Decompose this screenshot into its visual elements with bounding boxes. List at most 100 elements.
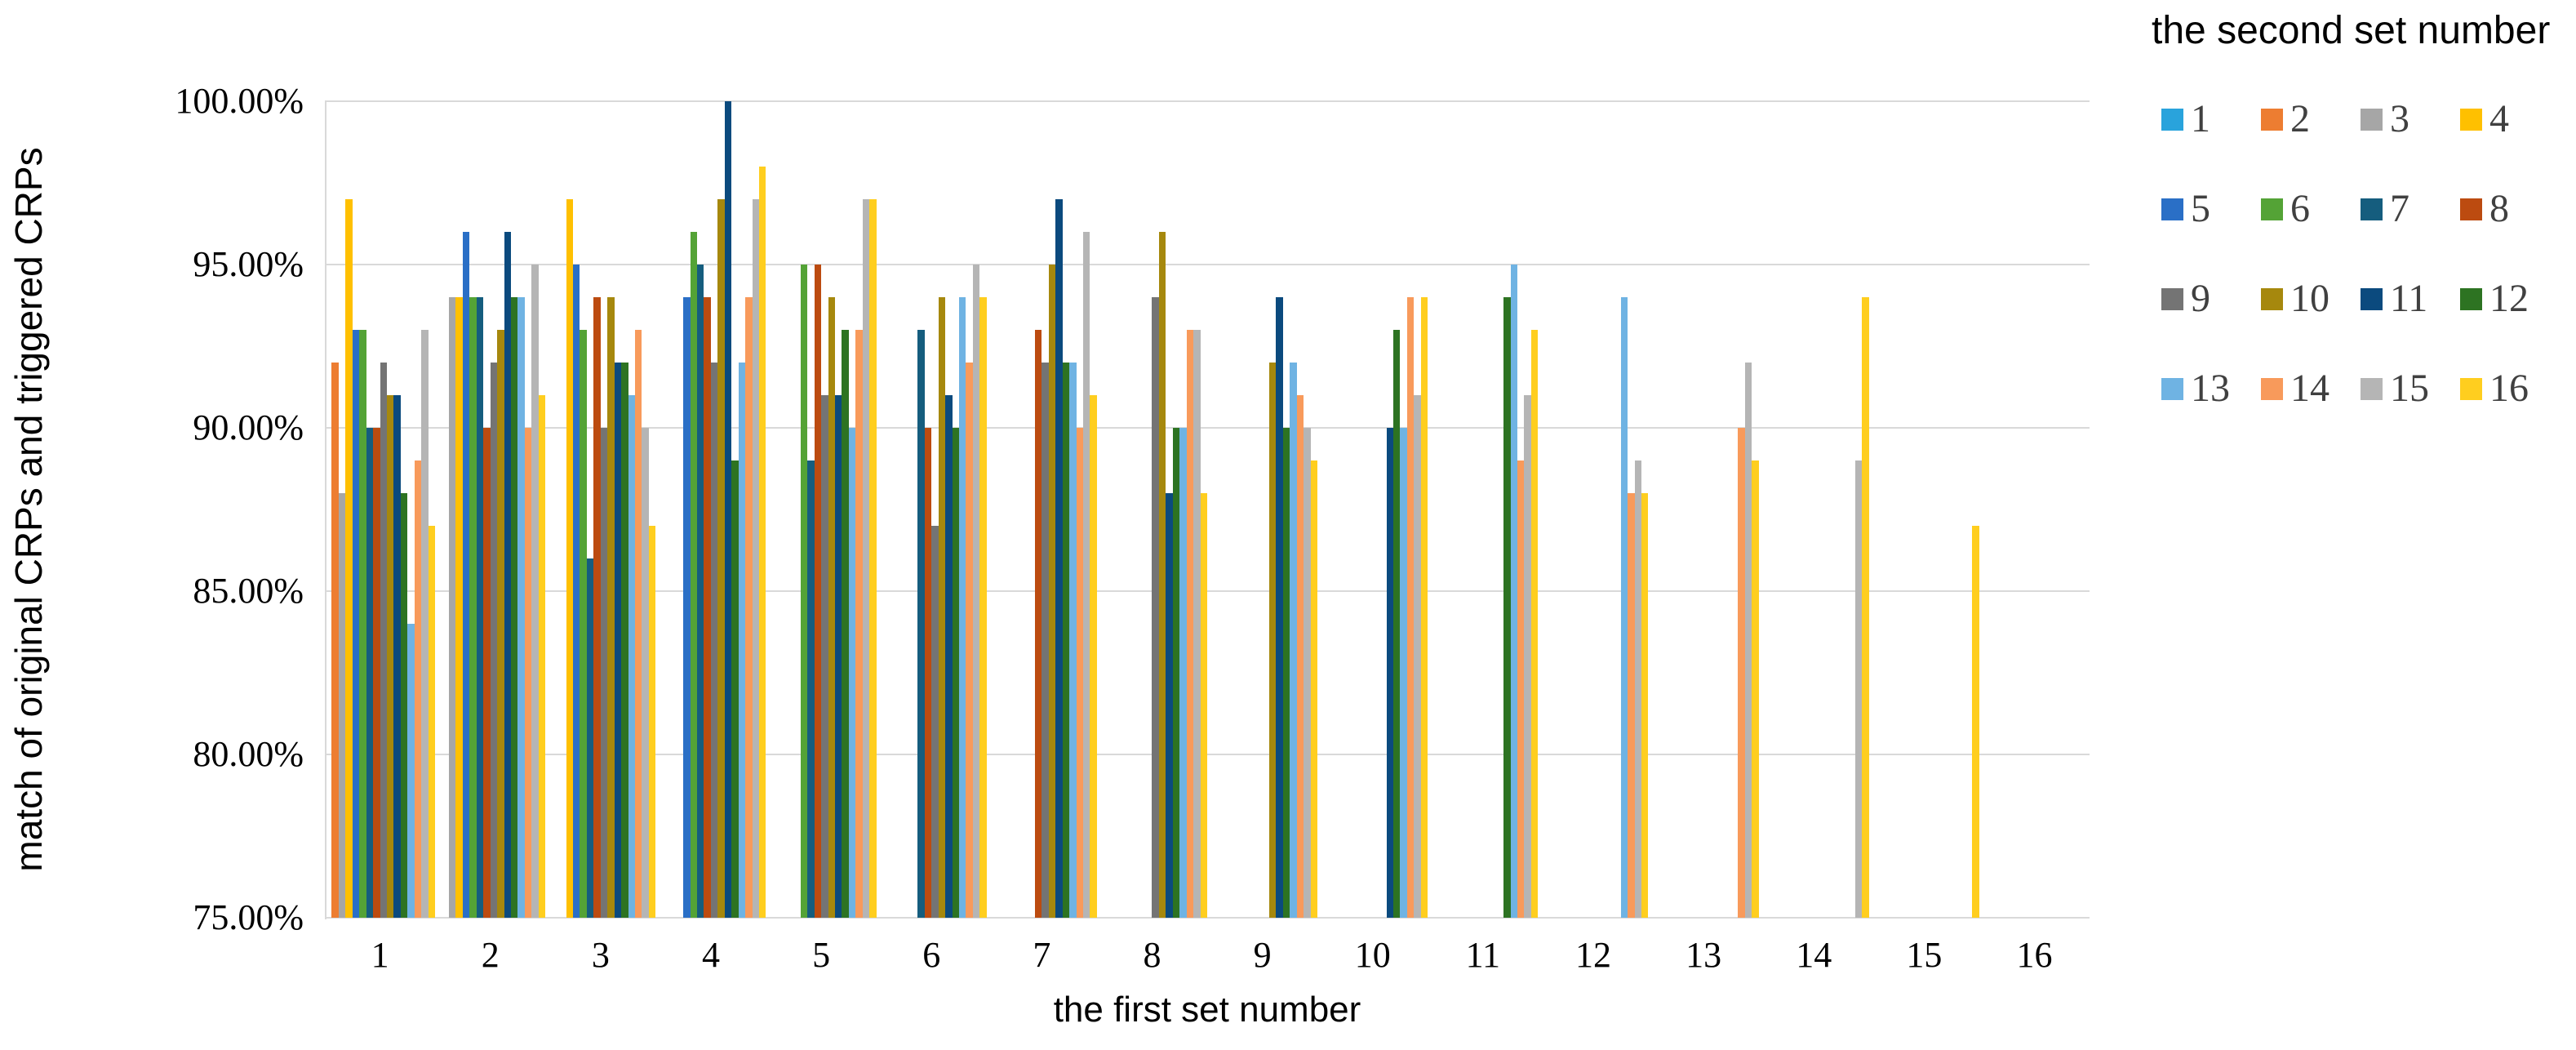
bar-set6-series14 — [966, 363, 973, 918]
bar-set5-series15 — [862, 199, 870, 918]
bar-set2-series13 — [517, 297, 525, 918]
bar-set3-series11 — [614, 363, 622, 918]
bar-set4-series8 — [704, 297, 711, 918]
legend-item-6: 6 — [2261, 186, 2361, 232]
bar-set5-series7 — [807, 460, 815, 918]
legend-item-12: 12 — [2460, 276, 2560, 322]
legend-swatch-icon — [2261, 377, 2283, 400]
legend-item-9: 9 — [2161, 276, 2261, 322]
bar-set1-series6 — [359, 330, 366, 918]
bar-set1-series7 — [366, 428, 374, 918]
legend-item-3: 3 — [2361, 96, 2460, 142]
x-axis-tick-label: 1 — [371, 935, 389, 975]
bar-set5-series6 — [800, 265, 808, 918]
bar-set1-series4 — [345, 199, 353, 918]
bar-set6-series8 — [924, 428, 932, 918]
bar-set8-series13 — [1179, 428, 1187, 918]
plot-area — [325, 100, 2090, 919]
legend-item-1: 1 — [2161, 96, 2261, 142]
legend-swatch-icon — [2460, 377, 2482, 400]
y-axis-tick-label: 100.00% — [175, 81, 304, 121]
bar-set6-series7 — [917, 330, 925, 918]
bar-set4-series16 — [759, 167, 766, 918]
bar-set3-series12 — [621, 363, 628, 918]
bar-set2-series16 — [538, 395, 546, 918]
legend-swatch-icon — [2261, 198, 2283, 220]
bar-set1-series11 — [393, 395, 401, 918]
bar-set2-series12 — [511, 297, 518, 918]
legend-item-4: 4 — [2460, 96, 2560, 142]
bar-set1-series15 — [421, 330, 429, 918]
legend-item-label: 6 — [2290, 187, 2310, 230]
x-axis-tick-label: 13 — [1686, 935, 1722, 975]
bar-set15-series16 — [1972, 526, 1979, 918]
bar-set5-series8 — [814, 265, 822, 918]
bar-set5-series9 — [821, 395, 828, 918]
legend-item-2: 2 — [2261, 96, 2361, 142]
bar-set12-series13 — [1620, 297, 1628, 918]
bar-set2-series14 — [524, 428, 532, 918]
bar-set10-series15 — [1414, 395, 1421, 918]
gridline — [325, 264, 2090, 265]
gridline — [325, 754, 2090, 755]
legend-item-5: 5 — [2161, 186, 2261, 232]
x-axis-tick-label: 7 — [1033, 935, 1051, 975]
bar-set8-series15 — [1193, 330, 1201, 918]
x-axis-tick-label: 16 — [2016, 935, 2053, 975]
legend-swatch-icon — [2361, 287, 2383, 310]
bar-set5-series16 — [869, 199, 877, 918]
bar-set10-series12 — [1393, 330, 1401, 918]
bar-set1-series13 — [407, 624, 415, 918]
bar-set1-series2 — [331, 363, 339, 918]
bar-set3-series6 — [580, 330, 587, 918]
legend-item-15: 15 — [2361, 366, 2460, 412]
bar-set5-series13 — [848, 428, 856, 918]
bar-set6-series16 — [979, 297, 987, 918]
bar-set6-series13 — [958, 297, 966, 918]
bar-set1-series14 — [414, 460, 422, 918]
bar-set2-series8 — [483, 428, 491, 918]
bar-set13-series15 — [1744, 363, 1752, 918]
gridline — [325, 100, 2090, 102]
x-axis-tick-label: 6 — [922, 935, 941, 975]
bar-set7-series8 — [1034, 330, 1042, 918]
bar-set9-series11 — [1276, 297, 1283, 918]
bar-set9-series14 — [1296, 395, 1304, 918]
y-axis-tick-label: 75.00% — [193, 897, 304, 937]
x-axis-tick-label: 5 — [812, 935, 831, 975]
bar-set7-series15 — [1082, 232, 1090, 918]
gridline — [325, 427, 2090, 429]
y-axis-line — [325, 101, 326, 919]
y-axis-tick-label: 85.00% — [193, 571, 304, 611]
bar-set14-series16 — [1862, 297, 1869, 918]
bar-set7-series12 — [1062, 363, 1070, 918]
legend-swatch-icon — [2460, 108, 2482, 131]
x-axis-tick-label: 3 — [591, 935, 610, 975]
x-axis-tick-label: 8 — [1143, 935, 1161, 975]
legend: 1 2 3 4 5 6 7 8 9 10 11 12 13 14 15 16 — [2161, 96, 2560, 412]
bar-set4-series5 — [683, 297, 691, 918]
bar-set9-series13 — [1290, 363, 1297, 918]
bar-set3-series15 — [642, 428, 649, 918]
x-axis-tick-label: 14 — [1796, 935, 1832, 975]
bar-set8-series12 — [1172, 428, 1180, 918]
gridline — [325, 590, 2090, 592]
legend-item-label: 14 — [2290, 367, 2330, 410]
bar-set6-series11 — [945, 395, 953, 918]
bar-set4-series13 — [738, 363, 746, 918]
x-axis-tick-label: 10 — [1354, 935, 1391, 975]
x-axis-title: the first set number — [1053, 990, 1361, 1030]
bar-set8-series16 — [1200, 493, 1207, 918]
bar-set6-series10 — [938, 297, 946, 918]
legend-swatch-icon — [2261, 108, 2283, 131]
legend-item-label: 4 — [2489, 97, 2509, 140]
legend-item-label: 9 — [2191, 277, 2210, 320]
bar-set6-series12 — [952, 428, 959, 918]
bar-set2-series11 — [504, 232, 512, 918]
legend-swatch-icon — [2460, 287, 2482, 310]
x-axis-tick-label: 9 — [1253, 935, 1272, 975]
bar-set4-series12 — [731, 460, 739, 918]
x-axis-tick-label: 11 — [1465, 935, 1500, 975]
legend-swatch-icon — [2161, 108, 2183, 131]
